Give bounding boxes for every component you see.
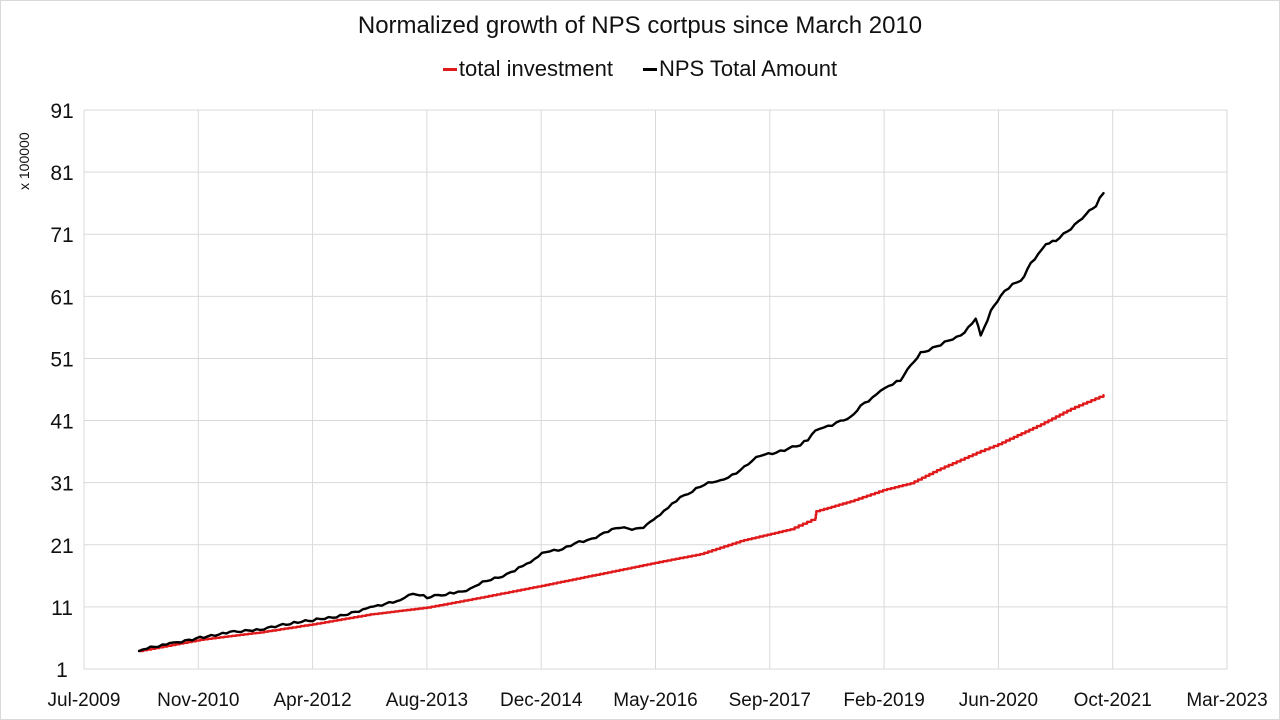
x-tick-label: Jun-2020 — [959, 690, 1038, 711]
series-line-total-investment — [137, 393, 1105, 653]
series-line-nps-total-amount — [137, 192, 1105, 653]
x-tick-label: Sep-2017 — [729, 690, 811, 711]
legend-label-nps-total-amount: NPS Total Amount — [658, 56, 838, 81]
legend-swatch-total-investment — [442, 67, 457, 71]
x-tick-label: Aug-2013 — [386, 690, 468, 711]
chart-title: Normalized growth of NPS cortpus since M… — [357, 12, 923, 39]
y-tick-label: 31 — [50, 473, 73, 496]
legend-item-total-investment: total investment — [442, 56, 613, 82]
x-tick-label: Jul-2009 — [48, 690, 121, 711]
x-tick-label: Mar-2023 — [1186, 690, 1267, 711]
y-tick-label: 81 — [50, 162, 73, 185]
x-tick-labels: Jul-2009 Nov-2010 Apr-2012 Aug-2013 Dec-2014… — [48, 690, 1268, 711]
y-tick-label: 21 — [50, 535, 73, 558]
x-tick-label: Dec-2014 — [500, 690, 583, 711]
x-tick-label: Feb-2019 — [843, 690, 924, 711]
y-axis-unit-label: x 100000 — [16, 132, 32, 190]
x-tick-label: Apr-2012 — [274, 690, 352, 711]
y-tick-label: 71 — [50, 224, 73, 247]
y-tick-label: 1 — [56, 659, 68, 682]
x-tick-label: Nov-2010 — [157, 690, 239, 711]
y-tick-label: 11 — [51, 597, 73, 620]
x-tick-label: Oct-2021 — [1074, 690, 1152, 711]
legend: total investment NPS Total Amount — [0, 56, 1280, 82]
y-tick-label: 51 — [50, 348, 73, 371]
legend-swatch-nps-total-amount — [642, 67, 657, 71]
y-tick-label: 91 — [50, 100, 73, 123]
y-tick-label: 61 — [50, 286, 73, 309]
legend-label-total-investment: total investment — [458, 56, 613, 81]
x-tick-label: May-2016 — [613, 690, 698, 711]
y-tick-label: 41 — [50, 411, 73, 434]
legend-item-nps-total-amount: NPS Total Amount — [642, 56, 838, 82]
series-lines — [137, 192, 1105, 653]
gridlines — [83, 109, 1228, 670]
